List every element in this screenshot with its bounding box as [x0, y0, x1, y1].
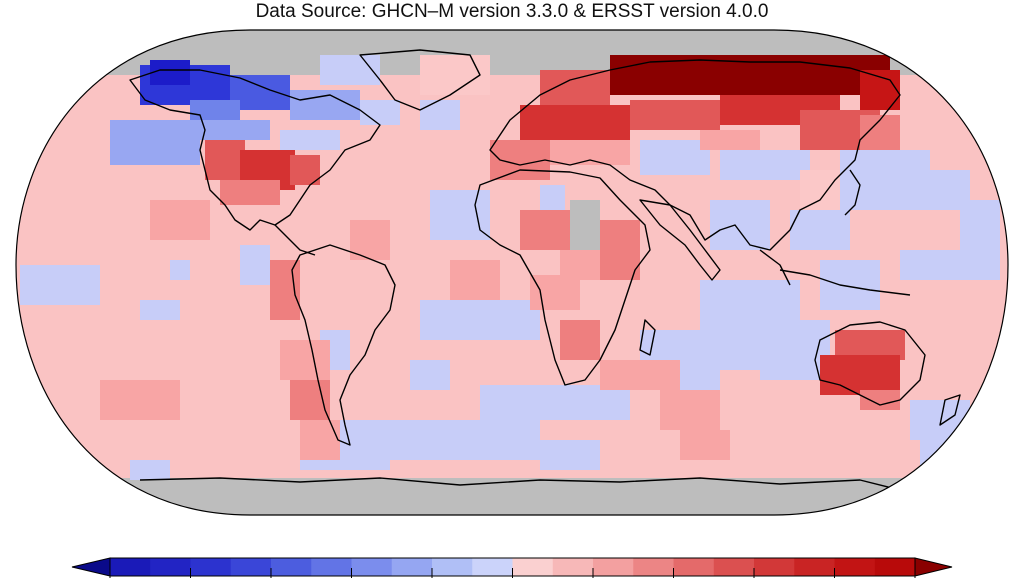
anomaly-cell — [600, 360, 680, 390]
anomaly-cell — [480, 385, 630, 420]
anomaly-cell — [150, 60, 190, 85]
anomaly-cell — [450, 260, 500, 300]
coastline — [814, 321, 926, 406]
anomaly-cell — [530, 275, 580, 310]
anomaly-cell — [700, 130, 760, 150]
anomaly-cell — [540, 440, 600, 470]
anomaly-cell — [140, 300, 180, 320]
colorbar-segment — [351, 558, 393, 576]
anomaly-cell — [960, 200, 1000, 250]
coastline — [759, 249, 791, 286]
coastline — [779, 269, 911, 296]
anomaly-cell — [280, 130, 340, 150]
anomaly-cell — [220, 180, 280, 205]
colorbar-segment — [432, 558, 473, 576]
anomaly-cell — [680, 430, 730, 460]
anomaly-cell — [320, 55, 380, 85]
anomaly-cell — [800, 170, 840, 210]
coastline — [359, 49, 481, 111]
colorbar-segment — [150, 558, 191, 576]
anomaly-cell — [630, 100, 720, 130]
colorbar-segment — [874, 558, 916, 576]
colorbar-segment — [754, 558, 795, 576]
anomaly-cell — [150, 200, 210, 240]
map-outline — [15, 29, 1009, 516]
coastline — [639, 199, 721, 281]
coastline — [639, 319, 656, 356]
anomaly-cell — [430, 190, 490, 240]
colorbar-segment — [673, 558, 715, 576]
anomaly-cell — [860, 115, 900, 155]
colorbar-segment — [190, 558, 232, 576]
colorbar-max-arrow — [914, 557, 953, 577]
anomaly-cell — [560, 320, 600, 360]
anomaly-cell — [100, 380, 180, 420]
anomaly-cell — [710, 200, 770, 250]
anomaly-cell — [290, 90, 360, 120]
colorbar-segment — [271, 558, 312, 576]
colorbar-segment — [633, 558, 674, 576]
anomaly-cell — [420, 55, 490, 95]
map-title: Data Source: GHCN–M version 3.3.0 & ERSS… — [255, 1, 769, 22]
coastline — [844, 169, 861, 216]
anomaly-cell — [900, 250, 1000, 280]
colorbar-segment — [713, 558, 755, 576]
anomaly-cell — [520, 210, 570, 250]
anomaly-cell — [420, 100, 460, 130]
anomaly-cell — [720, 150, 810, 180]
anomaly-cell — [550, 140, 630, 165]
colorbar-segment — [110, 558, 151, 576]
colorbar-segment — [472, 558, 513, 576]
anomaly-cell — [290, 155, 320, 185]
anomaly-cell — [760, 320, 830, 380]
colorbar-segment — [794, 558, 835, 576]
anomaly-cell — [110, 120, 200, 165]
anomaly-cell — [790, 210, 850, 250]
map-field — [16, 30, 1008, 515]
colorbar-segment — [512, 558, 554, 576]
anomaly-cell — [240, 245, 270, 285]
anomaly-cell — [660, 390, 720, 430]
anomaly-cell — [600, 220, 640, 280]
anomaly-cell — [20, 265, 100, 305]
coastline — [474, 169, 651, 386]
anomaly-cell — [205, 140, 245, 180]
coastline — [489, 59, 901, 251]
colorbar-segment — [834, 558, 876, 576]
anomaly-cell — [520, 105, 630, 140]
anomaly-cell — [390, 420, 540, 460]
coastline — [939, 394, 961, 426]
anomaly-cell — [420, 300, 540, 340]
anomaly-cell — [280, 340, 330, 380]
colorbar-segment — [230, 558, 272, 576]
colorbar-segment — [593, 558, 634, 576]
anomaly-cell — [360, 100, 400, 125]
anomaly-cell — [130, 460, 170, 480]
colorbar-min-arrow — [71, 557, 111, 577]
anomaly-cell — [410, 360, 450, 390]
colorbar-segment — [552, 558, 594, 576]
anomaly-cell — [820, 260, 880, 310]
anomaly-cell — [820, 355, 900, 395]
anomaly-cell — [640, 140, 710, 175]
coastline — [139, 477, 901, 491]
anomaly-cell — [200, 120, 270, 140]
anomaly-cell — [170, 260, 190, 280]
colorbar-segment — [391, 558, 433, 576]
anomaly-cell — [190, 100, 240, 120]
anomaly-cell — [540, 70, 610, 110]
coastline — [129, 69, 381, 231]
anomaly-cell — [860, 390, 900, 410]
coastline — [291, 244, 396, 446]
colorbar-segment — [311, 558, 352, 576]
anomaly-cell — [300, 420, 340, 460]
